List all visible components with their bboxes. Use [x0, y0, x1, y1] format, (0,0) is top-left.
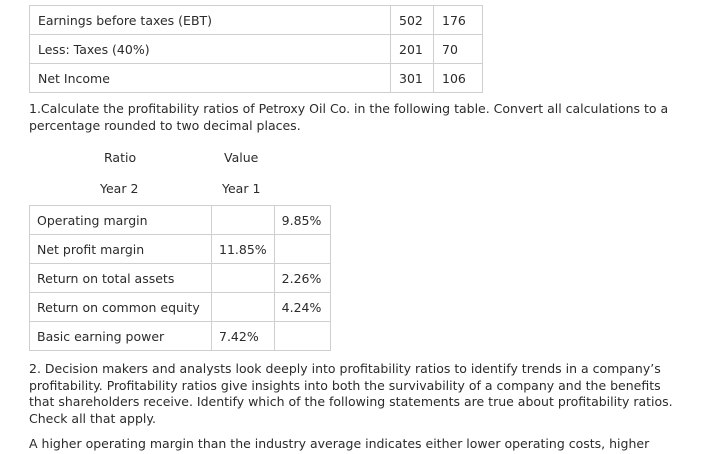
table-row: Return on total assets 2.26% [29, 263, 331, 293]
profitability-ratios-table: Operating margin 9.85% Net profit margin… [29, 205, 331, 351]
year2-value: 301 [390, 63, 434, 93]
year2-answer-cell[interactable] [211, 292, 275, 322]
table-row: Earnings before taxes (EBT) 502 176 [29, 5, 483, 35]
table-row: Less: Taxes (40%) 201 70 [29, 34, 483, 64]
ratio-label: Return on total assets [29, 263, 212, 293]
income-statement-table: Earnings before taxes (EBT) 502 176 Less… [29, 5, 483, 93]
table-row: Operating margin 9.85% [29, 205, 331, 235]
statement-option-text[interactable]: A higher operating margin than the indus… [29, 436, 650, 451]
year1-answer-cell[interactable]: 2.26% [273, 263, 331, 293]
row-label: Net Income [29, 63, 391, 93]
year1-answer-cell[interactable] [273, 234, 331, 264]
row-label: Earnings before taxes (EBT) [29, 5, 391, 35]
year2-answer-cell[interactable] [211, 263, 275, 293]
year1-answer-cell[interactable] [273, 321, 331, 351]
year1-value: 70 [433, 34, 483, 64]
year2-answer-cell[interactable]: 7.42% [211, 321, 275, 351]
ratio-label: Operating margin [29, 205, 212, 235]
year2-answer-cell[interactable] [211, 205, 275, 235]
year2-header: Year 2 [100, 181, 139, 196]
year1-answer-cell[interactable]: 4.24% [273, 292, 331, 322]
value-header: Value [224, 150, 259, 165]
year2-value: 502 [390, 5, 434, 35]
ratio-label: Net profit margin [29, 234, 212, 264]
question-1-text: 1.Calculate the profitability ratios of … [29, 101, 669, 133]
year2-answer-cell[interactable]: 11.85% [211, 234, 275, 264]
ratio-label: Return on common equity [29, 292, 212, 322]
year1-header: Year 1 [222, 181, 261, 196]
year2-value: 201 [390, 34, 434, 64]
year1-value: 106 [433, 63, 483, 93]
ratio-header: Ratio [104, 150, 137, 165]
row-label: Less: Taxes (40%) [29, 34, 391, 64]
ratio-label: Basic earning power [29, 321, 212, 351]
table-row: Return on common equity 4.24% [29, 292, 331, 322]
table-row: Basic earning power 7.42% [29, 321, 331, 351]
year1-value: 176 [433, 5, 483, 35]
question-2-text: 2. Decision makers and analysts look dee… [29, 361, 673, 426]
year1-answer-cell[interactable]: 9.85% [273, 205, 331, 235]
table-row: Net profit margin 11.85% [29, 234, 331, 264]
table-row: Net Income 301 106 [29, 63, 483, 93]
